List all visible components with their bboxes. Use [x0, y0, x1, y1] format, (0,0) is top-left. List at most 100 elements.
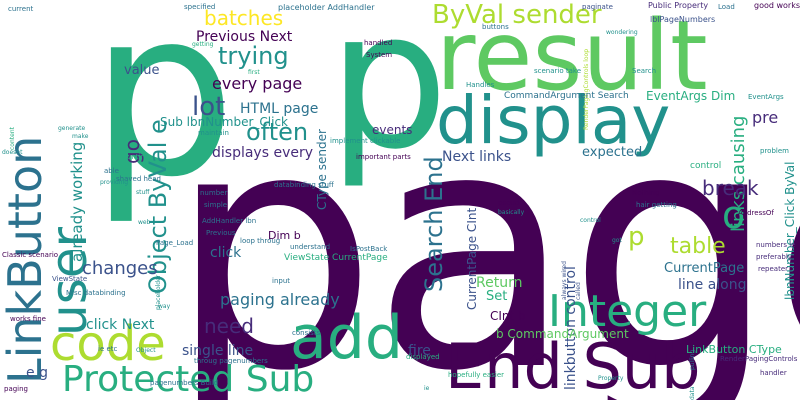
word: Handles — [466, 81, 495, 89]
word: line along — [678, 277, 747, 293]
word: Protected Sub — [62, 359, 315, 400]
word: p — [328, 0, 449, 191]
word: Classic scenario — [2, 251, 59, 259]
word: display — [436, 82, 671, 159]
word: pseudo — [498, 199, 524, 207]
word: CommandArgument Search — [504, 91, 629, 101]
word: data — [689, 386, 696, 400]
word: RenderPagingControls — [720, 355, 798, 363]
word: click Next — [86, 317, 155, 333]
word: hopefully easier — [448, 371, 504, 379]
word: basically — [498, 209, 525, 216]
word: specified — [184, 3, 216, 11]
word: Misc databinding — [66, 289, 126, 297]
word: table — [670, 234, 726, 259]
word: paging — [4, 385, 29, 393]
word: throug pagenumbers — [194, 357, 268, 365]
word: first — [248, 69, 260, 76]
word: Set — [486, 289, 508, 304]
word: AddressOf — [738, 209, 774, 217]
word: AddHandler lbn — [202, 217, 257, 225]
word: LinkButton CType — [686, 343, 782, 356]
word: paginate — [582, 3, 613, 11]
word: batches — [204, 6, 284, 30]
word: consists — [292, 329, 321, 337]
word: control — [580, 217, 601, 224]
word: Property — [598, 375, 624, 382]
word: Search End — [420, 156, 448, 292]
word: generate — [58, 125, 86, 132]
word: trying — [218, 42, 289, 70]
word: value — [124, 63, 160, 78]
word: already working — [68, 141, 86, 262]
word: page — [168, 59, 800, 400]
word: Nothing — [632, 189, 660, 197]
word: maintain — [198, 129, 229, 137]
word: IsPostBack — [350, 245, 388, 253]
word: CurrentPage — [664, 261, 745, 276]
word: handler — [760, 369, 787, 377]
word: placeholder AddHandler — [278, 3, 375, 12]
word: works fine — [10, 315, 46, 323]
word: Object — [136, 347, 156, 354]
word: hair getting — [636, 201, 677, 209]
word: Next links — [442, 149, 512, 165]
word: pre — [752, 108, 779, 127]
word: always wired — [561, 261, 568, 300]
word: Sub lbnNumber_Click — [160, 115, 289, 129]
word: shaved head — [116, 175, 161, 183]
word: result — [436, 0, 708, 112]
word: expected — [582, 145, 643, 160]
word: make — [72, 133, 89, 140]
word: repeater — [758, 265, 788, 273]
word: End Sub — [445, 330, 701, 400]
word: runtime — [124, 153, 152, 161]
word: Dim b — [268, 229, 301, 242]
word: able — [104, 167, 119, 175]
word: paging already — [220, 290, 340, 309]
word: Search — [632, 67, 657, 75]
word: Previous — [206, 229, 236, 237]
word: p — [90, 0, 236, 228]
word: way — [158, 303, 171, 310]
word: EventArgs — [748, 93, 784, 101]
word: input — [272, 277, 291, 285]
word: getting — [192, 41, 214, 48]
word: HTML page — [240, 101, 319, 117]
word: providing — [100, 179, 129, 186]
word: Return — [476, 275, 523, 291]
word: RenderPagingControls loop — [583, 48, 590, 130]
word: content — [9, 127, 16, 150]
word: Public Property — [648, 1, 709, 10]
word: CType sender — [315, 129, 329, 210]
word: changes — [82, 258, 158, 279]
word: Integer — [548, 286, 707, 337]
word: lot — [192, 92, 226, 122]
word: got — [612, 237, 622, 244]
word: fire — [408, 343, 431, 359]
word: code — [50, 316, 166, 372]
word: ViewState — [52, 275, 88, 283]
word: web — [138, 219, 151, 226]
word: Previous Next — [196, 29, 293, 45]
word: scenario take — [534, 67, 582, 75]
word: ie — [424, 385, 430, 392]
word: numbers ie — [756, 241, 796, 249]
word: p — [628, 222, 645, 252]
word: displayed — [406, 353, 440, 361]
word: EventArgs Dim — [646, 89, 736, 103]
word: click — [210, 245, 242, 261]
word: e g — [26, 365, 48, 381]
word: important parts — [356, 153, 411, 161]
word: handled — [364, 39, 393, 47]
word: preferably — [756, 253, 792, 261]
word: called — [575, 282, 582, 300]
word: add — [290, 303, 403, 373]
word: Page_Load — [156, 239, 194, 247]
word: System — [366, 51, 393, 59]
word: number — [200, 189, 228, 197]
word: control — [690, 161, 722, 171]
word: break — [702, 176, 759, 200]
word: pagenumbers Build — [150, 379, 219, 387]
